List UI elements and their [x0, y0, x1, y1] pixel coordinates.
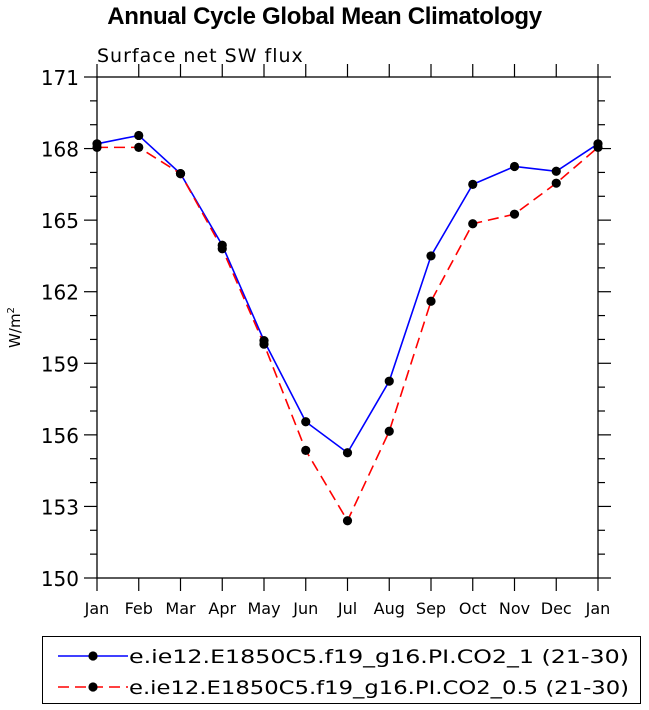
- legend-layer: e.ie12.E1850C5.f19_g16.PI.CO2_1 (21-30) e…: [58, 646, 629, 699]
- data-point-series-2: [134, 142, 144, 152]
- data-point-series-1: [134, 130, 144, 141]
- x-tick-label: Jun: [292, 599, 318, 618]
- x-tick-label: Apr: [208, 599, 236, 618]
- chart-title: Annual Cycle Global Mean Climatology: [107, 3, 542, 30]
- legend-box: [42, 636, 641, 704]
- y-tick-label: 159: [41, 352, 79, 376]
- x-tick-label: Jul: [337, 599, 357, 618]
- data-point-series-2: [426, 296, 436, 306]
- data-point-series-2: [593, 142, 603, 152]
- data-point-series-1: [509, 161, 520, 172]
- data-point-series-1: [426, 251, 436, 261]
- x-tick-label: Sep: [416, 599, 446, 618]
- y-tick-label: 171: [41, 66, 79, 90]
- data-point-series-1: [384, 376, 394, 386]
- data-point-series-2: [217, 244, 227, 254]
- data-point-series-2: [342, 516, 353, 526]
- y-tick-label: 168: [41, 138, 79, 162]
- x-tick-label: Nov: [499, 599, 530, 618]
- x-tick-label: Jan: [84, 599, 110, 618]
- chart-subtitle: Surface net SW flux: [97, 45, 304, 67]
- legend-label-2: e.ie12.E1850C5.f19_g16.PI.CO2_0.5 (21-30…: [129, 677, 629, 699]
- y-tick-label: 165: [41, 209, 79, 233]
- x-tick-label: Aug: [374, 599, 405, 618]
- legend-marker-1: [88, 651, 98, 661]
- data-point-series-1: [301, 417, 311, 427]
- y-tick-label: 162: [41, 281, 79, 305]
- data-point-series-2: [259, 339, 269, 349]
- series-line-2: [97, 146, 599, 523]
- data-point-series-2: [92, 142, 102, 152]
- y-tick-label: 153: [41, 495, 79, 519]
- x-tick-label: Mar: [165, 599, 196, 618]
- series-layer: [92, 130, 603, 526]
- data-point-series-1: [468, 179, 478, 189]
- data-point-series-2: [551, 178, 561, 188]
- x-tick-label: Feb: [125, 599, 153, 618]
- data-point-series-2: [301, 445, 311, 455]
- data-point-series-2: [175, 169, 186, 179]
- data-point-series-2: [509, 209, 520, 219]
- axes-layer: Surface net SW flux 150 153 156 159 162 165 168…: [6, 45, 611, 618]
- y-tick-label: 150: [41, 567, 79, 591]
- series-line-1: [96, 134, 599, 454]
- legend-label-1: e.ie12.E1850C5.f19_g16.PI.CO2_1 (21-30): [129, 646, 629, 668]
- x-tick-label: May: [247, 599, 280, 618]
- data-point-series-2: [384, 426, 394, 436]
- x-tick-label: Oct: [459, 599, 487, 618]
- x-tick-label: Jan: [585, 599, 611, 618]
- data-point-series-1: [342, 448, 353, 458]
- data-point-series-1: [551, 166, 561, 176]
- legend-marker-2: [88, 682, 98, 692]
- data-point-series-2: [468, 219, 478, 229]
- x-tick-label: Dec: [541, 599, 572, 618]
- y-tick-label: 156: [41, 424, 79, 448]
- plot-frame: [96, 76, 599, 579]
- y-axis-label: W/m2: [6, 307, 24, 348]
